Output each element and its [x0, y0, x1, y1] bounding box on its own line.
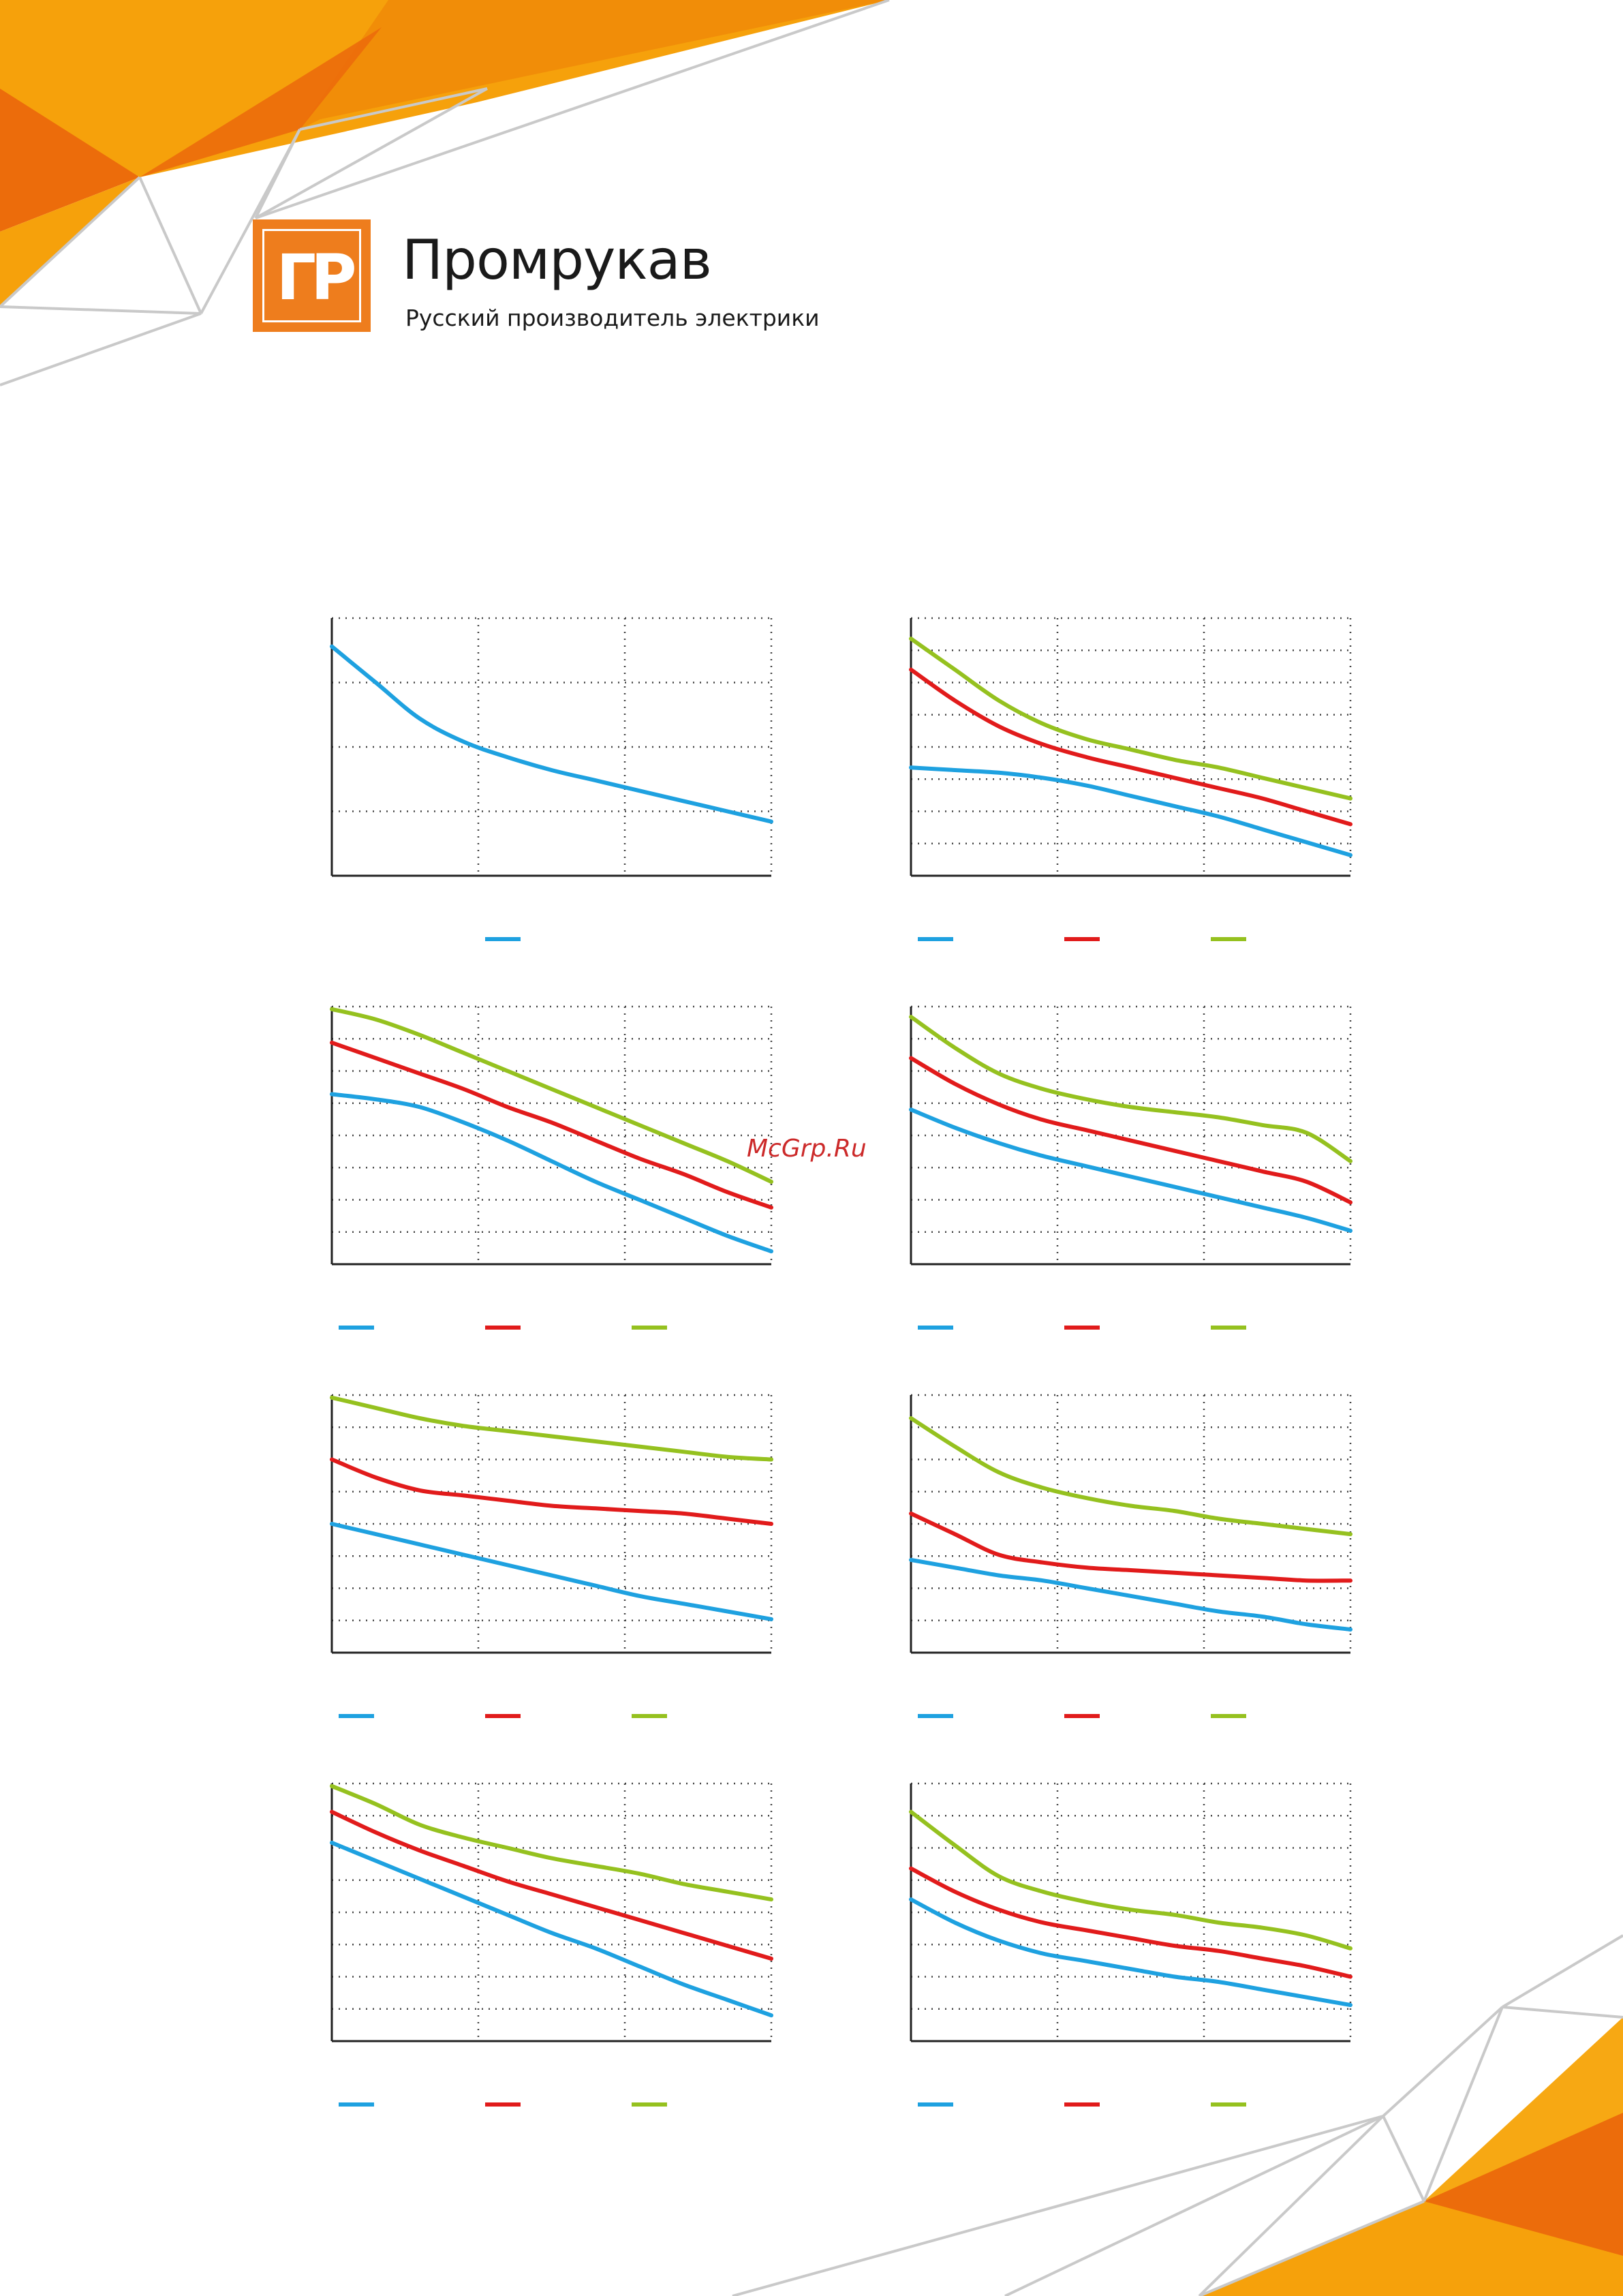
series-line-1 [330, 1522, 773, 1621]
series-line-1 [909, 1557, 1352, 1632]
chart-5 [330, 1394, 773, 1718]
chart-2 [909, 617, 1352, 941]
deco-top-orange-wedge [300, 0, 889, 129]
series-line-1 [909, 765, 1352, 857]
deco-bottom-lines [732, 1934, 1623, 2296]
series-line-1 [909, 1107, 1352, 1233]
watermark-text: McGrp.Ru [747, 1135, 867, 1163]
brand-name: Промрукав [402, 228, 712, 292]
series-line-3 [330, 1395, 773, 1462]
chart-1 [330, 617, 773, 941]
series-line-2 [330, 1809, 773, 1961]
series-line-3 [909, 1015, 1352, 1163]
logo-frame: ГР [262, 229, 361, 322]
chart-7 [330, 1782, 773, 2107]
deco-top-lines [0, 0, 890, 386]
logo-letters: ГР [276, 241, 356, 314]
chart-8 [909, 1782, 1352, 2107]
series-line-3 [330, 1007, 773, 1184]
series-line-2 [330, 1040, 773, 1210]
deco-top-dark-tri2 [140, 27, 382, 177]
deco-top-dark-wedge [0, 89, 140, 232]
series-line-2 [909, 1866, 1352, 1979]
series-line-3 [330, 1784, 773, 1902]
series-line-3 [909, 1416, 1352, 1537]
chart-6 [909, 1394, 1352, 1718]
deco-top-yellow-band [0, 0, 889, 225]
series-line-3 [909, 1809, 1352, 1950]
brand-tagline: Русский производитель электрики [405, 305, 820, 331]
series-line-1 [330, 1092, 773, 1254]
company-logo: ГР [253, 219, 371, 332]
deco-bottom-dark-wedge [1424, 2113, 1623, 2256]
series-line-2 [909, 1511, 1352, 1583]
chart-4 [909, 1005, 1352, 1330]
series-line-3 [909, 637, 1352, 801]
deco-bottom-yellow-tri [1424, 2017, 1623, 2201]
series-line-1 [330, 1840, 773, 2018]
series-line-2 [909, 1056, 1352, 1205]
series-line-2 [330, 1457, 773, 1526]
series-line-2 [909, 667, 1352, 827]
series-line-1 [909, 1897, 1352, 2008]
chart-3 [330, 1005, 773, 1330]
series-line-1 [330, 644, 773, 824]
